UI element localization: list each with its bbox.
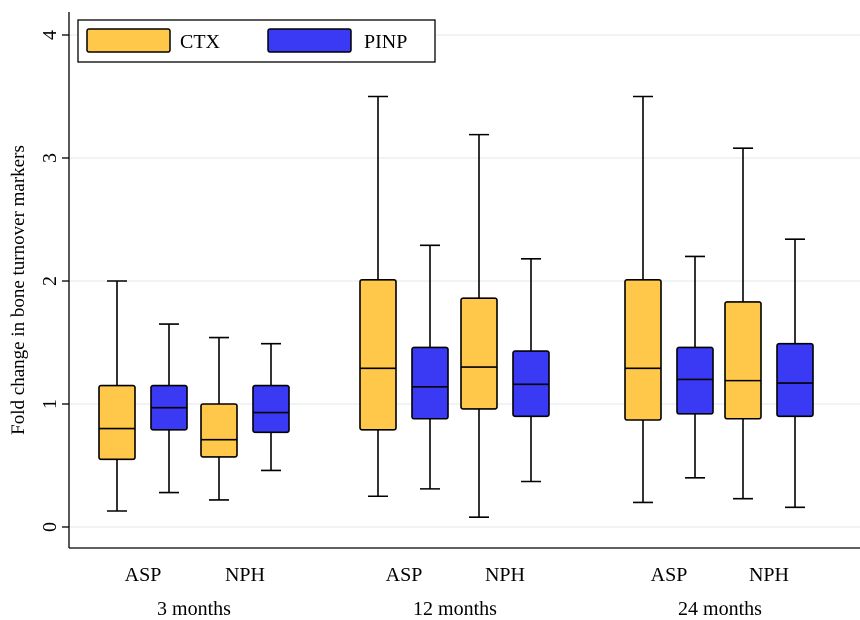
group-label: NPH — [225, 564, 265, 586]
y-tick-label: 4 — [39, 30, 61, 40]
group-label: NPH — [485, 564, 525, 586]
legend-swatch-ctx — [86, 28, 171, 53]
legend-label-ctx: CTX — [180, 31, 221, 53]
iqr-box — [460, 297, 498, 410]
box-pinp-asp-2 — [676, 255, 714, 479]
group-label: ASP — [386, 564, 423, 586]
box-ctx-nph-0 — [200, 336, 238, 501]
grid-lines — [69, 34, 860, 528]
box-pinp-nph-1 — [512, 258, 550, 483]
iqr-box — [200, 403, 238, 458]
period-label: 3 months — [157, 598, 231, 620]
y-tick-label: 3 — [39, 153, 61, 163]
legend-swatch-pinp — [267, 28, 352, 53]
iqr-box — [252, 384, 290, 434]
iqr-box — [624, 278, 662, 421]
box-pinp-asp-0 — [150, 323, 188, 494]
group-label: ASP — [651, 564, 688, 586]
iqr-box — [776, 342, 814, 418]
period-label: 24 months — [678, 598, 762, 620]
period-label: 12 months — [413, 598, 497, 620]
group-label: NPH — [749, 564, 789, 586]
box-ctx-asp-0 — [98, 280, 136, 512]
legend-label-pinp: PINP — [364, 31, 407, 53]
box-ctx-asp-2 — [624, 95, 662, 504]
iqr-box — [98, 384, 136, 461]
y-tick-label: 2 — [39, 276, 61, 286]
box-pinp-nph-2 — [776, 238, 814, 509]
y-tick-label: 1 — [39, 399, 61, 409]
y-tick-label: 0 — [39, 522, 61, 532]
y-axis-title: Fold change in bone turnover markers — [8, 145, 29, 435]
iqr-box — [411, 346, 449, 420]
iqr-box — [724, 301, 762, 420]
y-axis: 0 1 2 3 4 — [39, 12, 70, 548]
x-labels: ASP NPH 3 months ASP NPH 12 months ASP NPH 24 mo… — [125, 564, 789, 620]
box-ctx-nph-2 — [724, 147, 762, 500]
boxes — [98, 95, 814, 518]
box-ctx-asp-1 — [359, 95, 397, 498]
box-pinp-nph-0 — [252, 342, 290, 472]
legend: CTX PINP — [77, 19, 436, 63]
iqr-box — [676, 346, 714, 415]
box-ctx-nph-1 — [460, 133, 498, 518]
group-label: ASP — [125, 564, 162, 586]
iqr-box — [359, 278, 397, 431]
box-pinp-asp-1 — [411, 244, 449, 490]
